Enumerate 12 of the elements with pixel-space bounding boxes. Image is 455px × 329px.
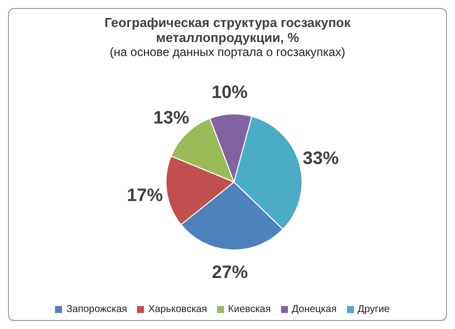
legend-label: Другие <box>358 304 390 315</box>
legend-label: Донецкая <box>292 304 337 315</box>
chart-title: Географическая структура госзакупок металлопродукции, % <box>103 15 352 45</box>
chart-subtitle: (на основе данных портала о госзакупках) <box>108 45 346 59</box>
legend-label: Киевская <box>228 304 271 315</box>
data-label: 17% <box>126 184 163 205</box>
legend-label: Харьковская <box>148 304 208 315</box>
data-label: 27% <box>212 262 248 282</box>
data-label: 13% <box>153 107 190 128</box>
data-label: 33% <box>302 148 339 168</box>
legend-label: Запорожская <box>66 304 128 315</box>
data-label: 10% <box>212 82 248 102</box>
